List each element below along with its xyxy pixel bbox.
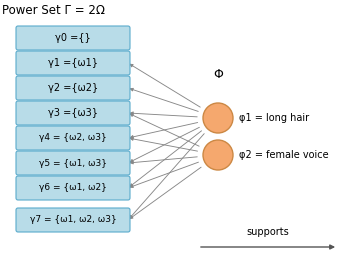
FancyBboxPatch shape (16, 26, 130, 50)
FancyBboxPatch shape (16, 51, 130, 75)
Text: supports: supports (247, 227, 289, 237)
Text: φ1 = long hair: φ1 = long hair (239, 113, 309, 123)
Text: γ7 = {ω1, ω2, ω3}: γ7 = {ω1, ω2, ω3} (30, 215, 116, 225)
Text: Φ: Φ (213, 69, 223, 82)
Text: γ6 = {ω1, ω2}: γ6 = {ω1, ω2} (39, 183, 107, 193)
Circle shape (203, 103, 233, 133)
Text: φ2 = female voice: φ2 = female voice (239, 150, 329, 160)
Text: γ5 = {ω1, ω3}: γ5 = {ω1, ω3} (39, 158, 107, 168)
FancyBboxPatch shape (16, 101, 130, 125)
Text: γ3 ={ω3}: γ3 ={ω3} (48, 108, 98, 118)
Text: γ2 ={ω2}: γ2 ={ω2} (48, 83, 98, 93)
FancyBboxPatch shape (16, 151, 130, 175)
Text: Power Set Γ = 2Ω: Power Set Γ = 2Ω (2, 4, 105, 17)
FancyBboxPatch shape (16, 176, 130, 200)
FancyBboxPatch shape (16, 76, 130, 100)
Circle shape (203, 140, 233, 170)
Text: γ4 = {ω2, ω3}: γ4 = {ω2, ω3} (39, 133, 107, 143)
FancyBboxPatch shape (16, 126, 130, 150)
FancyBboxPatch shape (16, 208, 130, 232)
Text: γ1 ={ω1}: γ1 ={ω1} (48, 58, 98, 68)
Text: γ0 ={}: γ0 ={} (55, 33, 91, 43)
